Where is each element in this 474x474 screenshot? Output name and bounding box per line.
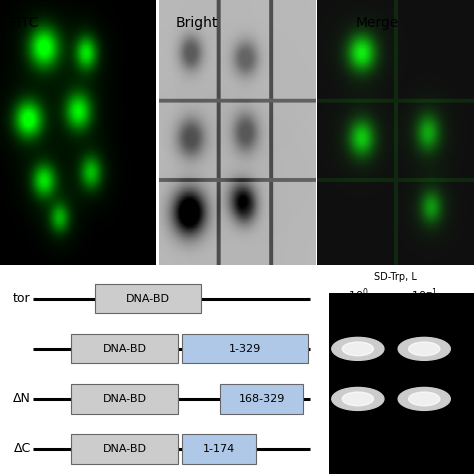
Text: $10^{-1}$: $10^{-1}$ [410,286,438,303]
Circle shape [398,387,450,410]
Text: FITC: FITC [9,16,39,30]
Text: 168-329: 168-329 [239,394,285,404]
Bar [329,292,474,474]
Bar [182,334,308,364]
Text: DNA-BD: DNA-BD [102,444,146,454]
Text: 1-329: 1-329 [229,344,262,354]
Text: tor: tor [13,292,31,305]
Text: Bright: Bright [175,16,218,30]
Bar [220,384,303,413]
Circle shape [409,342,440,356]
Circle shape [332,337,384,360]
Text: 1-174: 1-174 [203,444,236,454]
Circle shape [342,392,374,406]
Bar [182,434,256,464]
Circle shape [398,337,450,360]
Text: DNA-BD: DNA-BD [102,344,146,354]
Text: Merge: Merge [356,16,399,30]
Text: ΔC: ΔC [14,442,31,456]
Bar [71,384,178,413]
Circle shape [332,387,384,410]
Text: DNA-BD: DNA-BD [102,394,146,404]
Circle shape [409,392,440,406]
Circle shape [342,342,374,356]
Bar [71,434,178,464]
Text: SD-Trp, L: SD-Trp, L [374,272,417,282]
Text: ΔN: ΔN [13,392,31,405]
Bar [95,284,201,313]
Bar [71,334,178,364]
Text: DNA-BD: DNA-BD [126,294,170,304]
Text: $10^0$: $10^0$ [347,286,368,303]
